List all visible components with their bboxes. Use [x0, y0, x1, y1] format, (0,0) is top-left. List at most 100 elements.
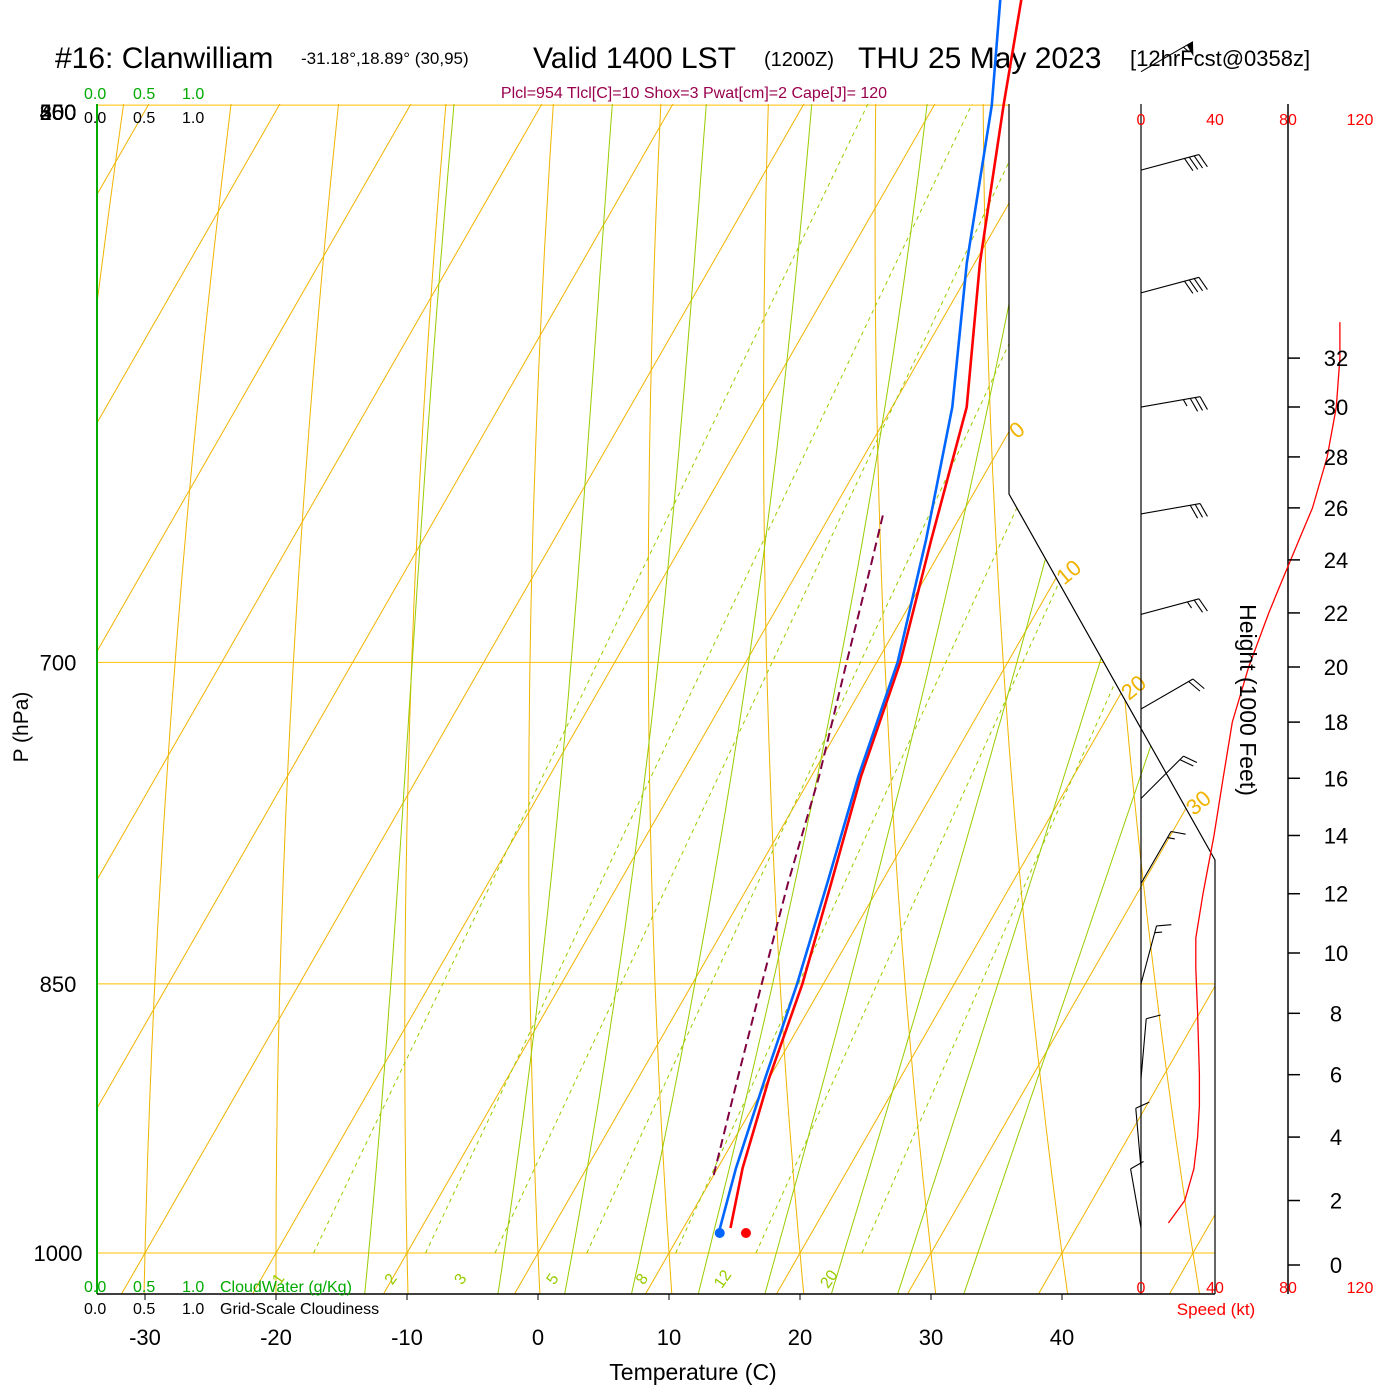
cloudiness-tick-top: 1.0: [182, 110, 204, 127]
cloudwater-tick-bottom: 0.0: [84, 1279, 106, 1296]
moist-adiabat-line: [687, 104, 1035, 1294]
stability-indices: Plcl=954 Tlcl[C]=10 Shox=3 Pwat[cm]=2 Ca…: [501, 85, 887, 102]
isotherm-line: [1169, 104, 1215, 1294]
speed-tick-bottom: 80: [1279, 1280, 1297, 1297]
mixing-ratio-line: [586, 104, 1215, 1254]
mixing-ratio-label: 2: [382, 1271, 401, 1288]
height-tick-label: 30: [1324, 395, 1348, 420]
cloudiness-tick-top: 0.0: [84, 110, 106, 127]
wind-barb: [1135, 1101, 1150, 1169]
height-tick-label: 12: [1324, 882, 1348, 907]
dry-adiabat-line: [1383, 0, 1400, 1294]
pressure-tick-label: 400: [40, 100, 77, 125]
temperature-tick-label: 10: [657, 1325, 681, 1350]
temperature-tick-label: -20: [260, 1325, 292, 1350]
wind-barb: [1140, 41, 1194, 73]
cloudwater-tick-top: 0.0: [84, 86, 106, 103]
height-tick-label: 16: [1324, 766, 1348, 791]
speed-tick-top: 80: [1279, 112, 1297, 129]
speed-tick-bottom: 120: [1347, 1280, 1374, 1297]
isotherm-line: [97, 104, 1215, 1294]
isotherm-line: [1038, 104, 1215, 1294]
mixing-ratio-line: [494, 104, 1213, 1254]
dry-adiabat-line: [982, 104, 1069, 1294]
wind-barb: [1140, 154, 1208, 171]
isotherm-line: [514, 104, 1215, 1294]
speed-tick-top: 0: [1137, 112, 1146, 129]
dry-adiabat-line: [1287, 0, 1400, 1294]
wind-barb: [1140, 924, 1172, 985]
wind-barb: [1140, 830, 1186, 884]
height-tick-label: 8: [1330, 1001, 1342, 1026]
valid-zulu: (1200Z): [764, 49, 834, 71]
mixing-ratio-label: 3: [451, 1271, 470, 1288]
mixing-ratio-label: 5: [544, 1271, 563, 1288]
speed-tick-bottom: 40: [1206, 1280, 1224, 1297]
cloudwater-label: CloudWater (g/Kg): [220, 1279, 352, 1296]
dry-adiabat-line: [647, 104, 769, 1294]
height-tick-label: 4: [1330, 1125, 1342, 1150]
station-title: #16: Clanwilliam: [55, 42, 273, 75]
wind-barb: [1140, 396, 1208, 412]
height-tick-label: 22: [1324, 601, 1348, 626]
cloudiness-label: Grid-Scale Cloudiness: [220, 1301, 379, 1318]
height-tick-label: 0: [1330, 1253, 1342, 1278]
isotherm-label: 20: [1116, 670, 1151, 705]
cloudiness-tick-bottom: 1.0: [182, 1301, 204, 1318]
dry-adiabat-line: [97, 104, 237, 1294]
isotherm-line: [121, 104, 1215, 1294]
isotherm-line: [97, 104, 938, 1294]
height-tick-label: 26: [1324, 496, 1348, 521]
dry-adiabat-line: [97, 104, 148, 1294]
station-coords: -31.18°,18.89° (30,95): [301, 49, 469, 68]
wind-barb: [1140, 598, 1208, 615]
isotherm-line: [97, 104, 1069, 1294]
temperature-tick-label: -30: [129, 1325, 161, 1350]
pressure-tick-label: 250: [40, 100, 77, 125]
height-tick-label: 32: [1324, 346, 1348, 371]
wind-barb: [1140, 502, 1208, 519]
parcel-trace: [712, 513, 885, 1176]
mixing-ratio-line: [861, 104, 1215, 1254]
height-tick-label: 28: [1324, 445, 1348, 470]
wind-barb: [1140, 755, 1198, 799]
isotherm-label: 30: [1181, 785, 1216, 820]
wind-barb: [1130, 1161, 1144, 1229]
plot-right-border: [1008, 104, 1216, 1294]
temperature-tick-label: 30: [919, 1325, 943, 1350]
mixing-ratio-line: [313, 104, 1048, 1254]
cloud-scales: 0.0 0.5 1.0 0.0 0.5 1.0 0.0 0.5 1.0 Clou…: [84, 86, 379, 1318]
cloudiness-tick-bottom: 0.5: [133, 1301, 155, 1318]
dry-adiabat-line: [275, 104, 503, 1294]
isotherm-line: [1301, 0, 1400, 1294]
isotherm-line: [97, 104, 545, 1294]
pressure-tick-label: 700: [40, 650, 77, 675]
dry-adiabat-line: [763, 104, 857, 1294]
moist-adiabat-line: [360, 104, 607, 1294]
pressure-tick-label: 500: [40, 100, 77, 125]
speed-tick-top: 40: [1206, 112, 1224, 129]
wind-barb: [1140, 678, 1205, 710]
moist-adiabat-line: [556, 104, 821, 1294]
temperature-tick-label: 0: [532, 1325, 544, 1350]
cloudwater-tick-top: 0.5: [133, 86, 155, 103]
chart-header: #16: Clanwilliam -31.18°,18.89° (30,95) …: [55, 42, 1310, 102]
temperature-tick-label: 40: [1050, 1325, 1074, 1350]
isotherm-label: 0: [1004, 416, 1029, 443]
valid-date: THU 25 May 2023: [858, 42, 1101, 75]
speed-axis-label: Speed (kt): [1177, 1300, 1255, 1319]
dry-adiabat-line: [404, 104, 591, 1294]
temperature-tick-label: -10: [391, 1325, 423, 1350]
temperature-tick-label: 20: [788, 1325, 812, 1350]
mixing-ratio-label: 12: [711, 1267, 735, 1291]
height-tick-label: 6: [1330, 1063, 1342, 1088]
profiles: [712, 0, 1023, 1239]
cloudiness-tick-top: 0.5: [133, 110, 155, 127]
moist-adiabat-line: [753, 104, 1179, 1294]
dry-adiabat-line: [874, 104, 946, 1294]
x-axis-title: Temperature (C): [609, 1359, 776, 1385]
moist-adiabat-line: [491, 104, 740, 1294]
height-tick-label: 24: [1324, 548, 1348, 573]
